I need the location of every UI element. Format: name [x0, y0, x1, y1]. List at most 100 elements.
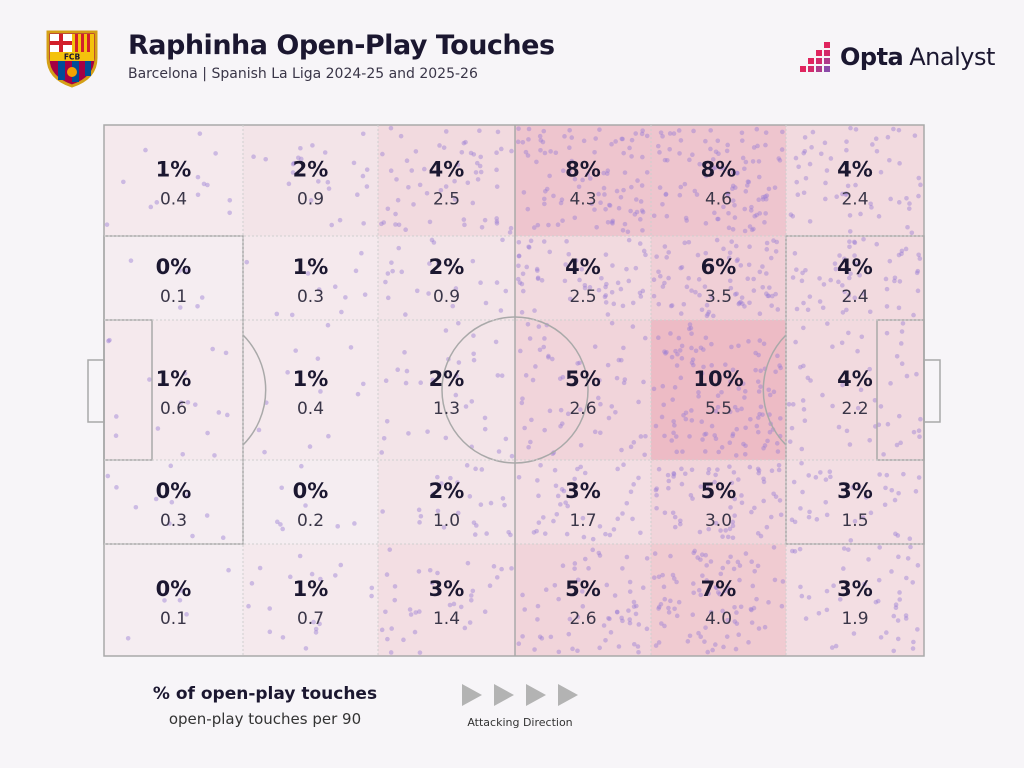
touch-dot: [672, 606, 677, 612]
touch-dot: [840, 382, 845, 388]
touch-dot: [836, 279, 841, 285]
touch-dot: [790, 275, 796, 280]
touch-dot: [731, 566, 737, 572]
heatmap-cell: [243, 125, 378, 236]
touch-dot: [598, 430, 603, 436]
touch-dot: [888, 381, 893, 386]
touch-dot: [893, 602, 899, 608]
touch-dot: [521, 190, 527, 195]
touch-dot: [369, 593, 374, 599]
touch-dot: [737, 577, 742, 583]
touch-dot: [693, 348, 699, 354]
touch-dot: [766, 600, 771, 605]
touch-dot: [896, 490, 901, 496]
touch-dot: [721, 204, 726, 210]
touch-dot: [862, 581, 867, 587]
touch-dot: [411, 202, 416, 207]
touch-dot: [877, 472, 882, 477]
touch-dot: [712, 479, 717, 485]
touch-dot: [547, 173, 552, 179]
touch-dot: [730, 431, 736, 437]
touch-dot: [604, 281, 609, 287]
touch-dot: [691, 128, 696, 134]
touch-dot: [735, 559, 741, 565]
touch-dot: [662, 596, 668, 602]
touch-dot: [803, 175, 809, 181]
touch-dot: [143, 147, 148, 153]
touch-dot: [506, 529, 511, 535]
touch-dot: [316, 287, 322, 292]
touch-dot: [679, 356, 685, 361]
touch-dot: [689, 408, 694, 413]
touch-dot: [732, 185, 738, 190]
touch-dot: [113, 414, 119, 419]
touch-dot: [708, 559, 714, 564]
touch-dot: [640, 128, 645, 133]
touch-dot: [749, 227, 755, 233]
touch-dot: [702, 449, 708, 454]
touch-dot: [339, 309, 344, 315]
touch-dot: [696, 277, 702, 282]
touch-dot: [909, 230, 915, 236]
touch-dot: [662, 280, 667, 286]
touch-dot: [640, 585, 646, 591]
touch-dot: [624, 554, 630, 560]
touch-dot: [305, 271, 311, 276]
cell-pct-label: 4%: [837, 255, 873, 279]
touch-dot: [884, 330, 890, 336]
touch-dot: [799, 460, 804, 466]
touch-dot: [520, 396, 525, 401]
touch-dot: [669, 303, 675, 308]
touch-dot: [749, 509, 754, 515]
touch-dot: [468, 593, 474, 598]
touch-dot: [616, 357, 622, 363]
touch-dot: [697, 161, 702, 167]
touch-dot: [764, 240, 770, 246]
touch-dot: [663, 191, 669, 197]
touch-dot: [251, 154, 256, 160]
touch-dot: [801, 190, 807, 196]
touch-dot: [337, 217, 343, 223]
touch-dot: [546, 222, 551, 228]
touch-dot: [297, 553, 303, 559]
touch-dot: [603, 293, 609, 298]
touch-dot: [178, 400, 184, 405]
touch-dot: [664, 213, 670, 219]
touch-dot: [637, 290, 643, 296]
cell-pct-label: 8%: [701, 158, 737, 182]
touch-dot: [831, 583, 836, 589]
touch-dot: [878, 169, 884, 175]
touch-dot: [603, 637, 608, 643]
touch-dot: [805, 307, 811, 313]
brand-analyst: Analyst: [909, 43, 995, 71]
legend-secondary: open-play touches per 90: [168, 710, 362, 728]
touch-dot: [656, 269, 661, 275]
touch-dot: [794, 179, 800, 185]
touch-dot: [763, 194, 768, 199]
touch-dot: [522, 607, 527, 612]
heatmap-cell: [651, 236, 786, 320]
touch-dot: [730, 183, 736, 189]
touch-dot: [734, 621, 740, 626]
touch-dot: [884, 286, 890, 292]
touch-dot: [585, 172, 590, 177]
touch-dot: [590, 547, 596, 553]
touch-dot: [678, 375, 684, 381]
touch-dot: [823, 477, 829, 482]
touch-dot: [462, 625, 468, 631]
heatmap-cell: [243, 544, 378, 656]
touch-dot: [520, 139, 526, 145]
touch-dot: [437, 143, 442, 148]
touch-dot: [601, 623, 607, 628]
touch-dot: [580, 589, 585, 594]
touch-dot: [884, 304, 890, 309]
touch-dot: [771, 389, 777, 395]
touch-dot: [632, 212, 638, 217]
touch-dot: [732, 513, 737, 518]
touch-dot: [840, 191, 845, 197]
heatmap-cell: [378, 460, 515, 544]
touch-dot: [605, 219, 611, 225]
touch-dot: [896, 252, 902, 258]
touch-dot: [740, 381, 746, 386]
touch-dot: [805, 375, 811, 381]
